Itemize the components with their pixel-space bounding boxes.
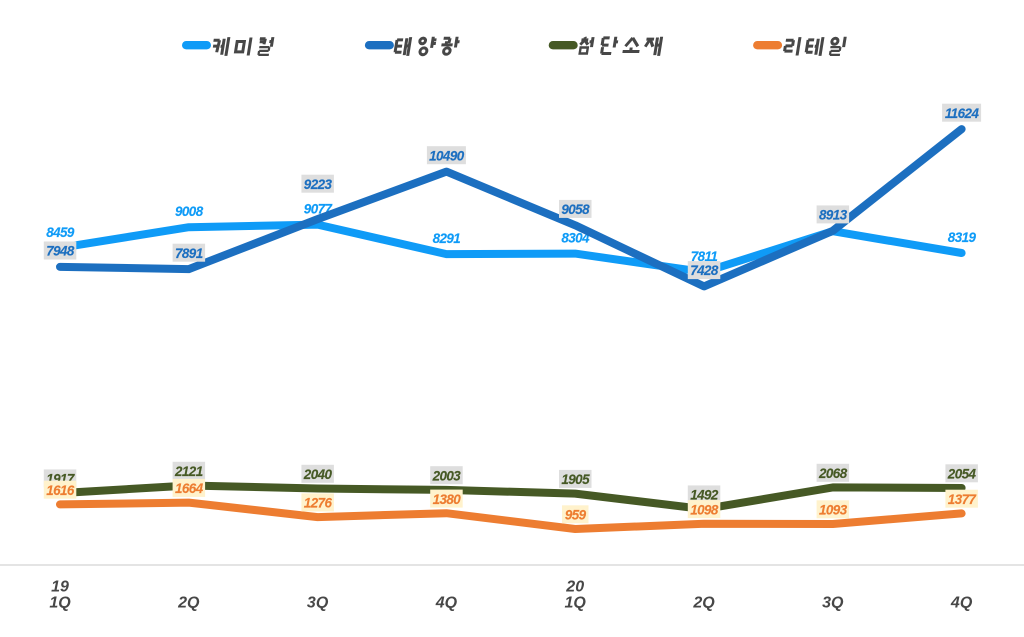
svg-text:1Q: 1Q xyxy=(49,595,71,612)
svg-text:1380: 1380 xyxy=(433,492,462,507)
svg-text:20: 20 xyxy=(565,578,584,595)
svg-text:8319: 8319 xyxy=(948,230,977,245)
svg-text:2121: 2121 xyxy=(174,464,203,479)
svg-text:2040: 2040 xyxy=(303,467,333,482)
svg-text:8304: 8304 xyxy=(561,231,590,246)
svg-text:7891: 7891 xyxy=(175,246,203,261)
svg-text:10490: 10490 xyxy=(429,148,465,163)
svg-text:3Q: 3Q xyxy=(307,595,329,612)
svg-text:1492: 1492 xyxy=(690,488,719,503)
svg-text:9058: 9058 xyxy=(561,202,590,217)
svg-text:1377: 1377 xyxy=(948,492,977,507)
svg-text:1276: 1276 xyxy=(304,496,333,511)
svg-text:11624: 11624 xyxy=(945,106,980,121)
svg-text:9008: 9008 xyxy=(175,204,204,219)
svg-text:3Q: 3Q xyxy=(822,595,844,612)
svg-text:2Q: 2Q xyxy=(692,595,715,612)
svg-text:19: 19 xyxy=(51,578,69,595)
svg-text:4Q: 4Q xyxy=(950,595,973,612)
svg-text:2054: 2054 xyxy=(947,467,977,482)
svg-text:2Q: 2Q xyxy=(177,595,200,612)
svg-text:8913: 8913 xyxy=(819,208,848,223)
svg-text:2003: 2003 xyxy=(432,468,462,483)
svg-text:1098: 1098 xyxy=(690,502,719,517)
svg-text:1664: 1664 xyxy=(175,481,204,496)
svg-text:1Q: 1Q xyxy=(565,595,587,612)
svg-text:2068: 2068 xyxy=(818,466,848,481)
svg-text:1905: 1905 xyxy=(561,472,590,487)
svg-text:7811: 7811 xyxy=(691,249,718,264)
svg-text:1616: 1616 xyxy=(46,483,75,498)
svg-text:4Q: 4Q xyxy=(435,595,458,612)
svg-text:8291: 8291 xyxy=(433,231,461,246)
svg-text:7948: 7948 xyxy=(46,244,75,259)
svg-text:8459: 8459 xyxy=(46,225,75,240)
svg-text:959: 959 xyxy=(565,508,587,523)
svg-text:1093: 1093 xyxy=(819,503,848,518)
svg-text:9223: 9223 xyxy=(304,177,333,192)
svg-text:7428: 7428 xyxy=(690,263,719,278)
